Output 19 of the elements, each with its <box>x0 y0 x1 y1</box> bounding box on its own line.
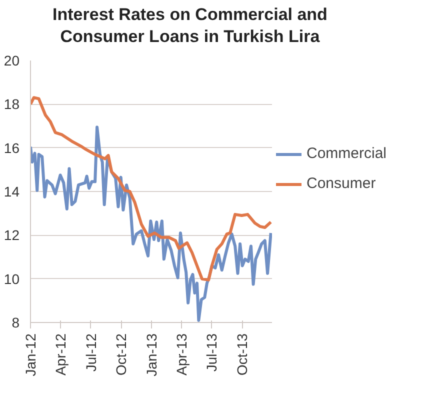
x-tick-label: Apr-13 <box>173 333 190 376</box>
y-tick-label: 12 <box>4 227 20 244</box>
legend-label: Consumer <box>306 175 376 192</box>
chart-title: Interest Rates on Commercial and Consumer Loans in Turkish Lira <box>52 4 328 48</box>
x-tick-label: Jan-13 <box>144 333 160 376</box>
x-tick-label: Oct-13 <box>234 333 250 376</box>
x-tick-label: Jul-12 <box>82 333 99 372</box>
y-tick-label: 10 <box>4 270 20 287</box>
y-tick-label: 8 <box>12 314 20 330</box>
x-tick-label: Jul-13 <box>204 333 220 372</box>
y-tick-label: 16 <box>4 140 20 156</box>
y-tick-label: 14 <box>4 184 20 200</box>
y-tick-label: 18 <box>4 96 20 112</box>
line-series <box>30 96 272 282</box>
x-tick-label: Oct-12 <box>113 333 130 376</box>
y-tick-label: 20 <box>4 52 20 68</box>
legend-label: Commercial <box>306 145 387 162</box>
x-tick-label: Jan-12 <box>22 333 38 376</box>
x-tick-label: Apr-12 <box>52 333 69 376</box>
